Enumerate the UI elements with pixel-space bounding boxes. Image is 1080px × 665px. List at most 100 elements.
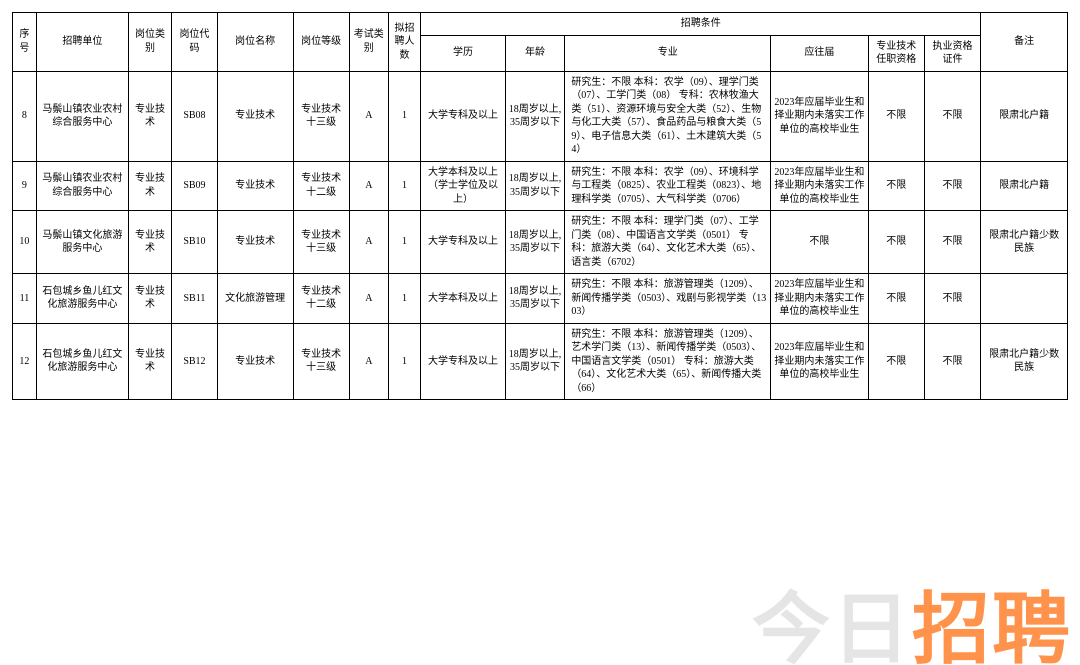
cell-num: 1 [388,211,420,274]
cell-num: 1 [388,161,420,211]
cell-tech: 不限 [868,71,924,161]
cell-note: 限肃北户籍少数民族 [981,211,1068,274]
cell-name: 专业技术 [217,211,293,274]
cell-cert: 不限 [924,323,980,400]
cell-edu: 大学专科及以上 [421,323,505,400]
cell-unit: 马鬃山镇农业农村综合服务中心 [36,161,128,211]
cell-level: 专业技术十三级 [293,211,349,274]
cell-fresh: 2023年应届毕业生和择业期内未落实工作单位的高校毕业生 [771,71,868,161]
col-unit: 招聘单位 [36,13,128,72]
cell-age: 18周岁以上,35周岁以下 [505,211,565,274]
cell-num: 1 [388,71,420,161]
cell-age: 18周岁以上,35周岁以下 [505,71,565,161]
col-age: 年龄 [505,35,565,71]
cell-age: 18周岁以上,35周岁以下 [505,274,565,324]
col-seq: 序号 [13,13,37,72]
cell-cert: 不限 [924,274,980,324]
table-body: 8马鬃山镇农业农村综合服务中心专业技术SB08专业技术专业技术十三级A1大学专科… [13,71,1068,400]
recruitment-table: 序号 招聘单位 岗位类别 岗位代码 岗位名称 岗位等级 考试类别 拟招聘人数 招… [12,12,1068,400]
cell-tech: 不限 [868,274,924,324]
cell-major: 研究生：不限 本科：理学门类（07）、工学门类（08）、中国语言文学类（0501… [565,211,771,274]
col-code: 岗位代码 [172,13,217,72]
cell-kind: 专业技术 [128,211,171,274]
table-header: 序号 招聘单位 岗位类别 岗位代码 岗位名称 岗位等级 考试类别 拟招聘人数 招… [13,13,1068,72]
col-edu: 学历 [421,35,505,71]
cell-age: 18周岁以上,35周岁以下 [505,161,565,211]
col-num: 拟招聘人数 [388,13,420,72]
watermark-text-b: 招聘 [912,585,1072,665]
cell-seq: 10 [13,211,37,274]
col-cert: 执业资格证件 [924,35,980,71]
cell-kind: 专业技术 [128,323,171,400]
col-exam: 考试类别 [349,13,388,72]
cell-fresh: 不限 [771,211,868,274]
cell-exam: A [349,211,388,274]
col-cond-group: 招聘条件 [421,13,981,36]
cell-major: 研究生：不限 本科：旅游管理类（1209）、新闻传播学类（0503）、戏剧与影视… [565,274,771,324]
cell-unit: 石包城乡鱼儿红文化旅游服务中心 [36,323,128,400]
cell-fresh: 2023年应届毕业生和择业期内未落实工作单位的高校毕业生 [771,161,868,211]
cell-edu: 大学本科及以上 [421,274,505,324]
table-row: 10马鬃山镇文化旅游服务中心专业技术SB10专业技术专业技术十三级A1大学专科及… [13,211,1068,274]
cell-seq: 11 [13,274,37,324]
cell-edu: 大学专科及以上 [421,211,505,274]
cell-exam: A [349,323,388,400]
cell-name: 专业技术 [217,161,293,211]
col-level: 岗位等级 [293,13,349,72]
cell-note: 限肃北户籍 [981,161,1068,211]
cell-seq: 12 [13,323,37,400]
cell-fresh: 2023年应届毕业生和择业期内未落实工作单位的高校毕业生 [771,274,868,324]
cell-code: SB11 [172,274,217,324]
cell-exam: A [349,71,388,161]
cell-seq: 8 [13,71,37,161]
col-name: 岗位名称 [217,13,293,72]
cell-seq: 9 [13,161,37,211]
cell-num: 1 [388,323,420,400]
cell-cert: 不限 [924,211,980,274]
cell-level: 专业技术十三级 [293,71,349,161]
cell-level: 专业技术十三级 [293,323,349,400]
cell-name: 专业技术 [217,323,293,400]
table-row: 12石包城乡鱼儿红文化旅游服务中心专业技术SB12专业技术专业技术十三级A1大学… [13,323,1068,400]
col-major: 专业 [565,35,771,71]
cell-level: 专业技术十二级 [293,161,349,211]
cell-exam: A [349,161,388,211]
cell-major: 研究生：不限 本科：旅游管理类（1209）、艺术学门类（13）、新闻传播学类（0… [565,323,771,400]
col-tech: 专业技术任职资格 [868,35,924,71]
cell-exam: A [349,274,388,324]
table-row: 8马鬃山镇农业农村综合服务中心专业技术SB08专业技术专业技术十三级A1大学专科… [13,71,1068,161]
cell-edu: 大学本科及以上（学士学位及以上） [421,161,505,211]
cell-tech: 不限 [868,211,924,274]
cell-kind: 专业技术 [128,161,171,211]
watermark: 今日招聘 [752,567,1072,665]
col-kind: 岗位类别 [128,13,171,72]
cell-note: 限肃北户籍 [981,71,1068,161]
cell-unit: 石包城乡鱼儿红文化旅游服务中心 [36,274,128,324]
cell-name: 文化旅游管理 [217,274,293,324]
cell-cert: 不限 [924,161,980,211]
cell-fresh: 2023年应届毕业生和择业期内未落实工作单位的高校毕业生 [771,323,868,400]
cell-kind: 专业技术 [128,71,171,161]
watermark-text-a: 今日 [752,585,912,665]
col-note: 备注 [981,13,1068,72]
cell-tech: 不限 [868,161,924,211]
cell-unit: 马鬃山镇农业农村综合服务中心 [36,71,128,161]
cell-code: SB09 [172,161,217,211]
cell-level: 专业技术十二级 [293,274,349,324]
cell-unit: 马鬃山镇文化旅游服务中心 [36,211,128,274]
cell-num: 1 [388,274,420,324]
cell-kind: 专业技术 [128,274,171,324]
cell-code: SB10 [172,211,217,274]
col-fresh: 应往届 [771,35,868,71]
cell-edu: 大学专科及以上 [421,71,505,161]
cell-code: SB12 [172,323,217,400]
cell-note [981,274,1068,324]
cell-major: 研究生：不限 本科：农学（09）、环境科学与工程类（0825）、农业工程类（08… [565,161,771,211]
cell-code: SB08 [172,71,217,161]
cell-major: 研究生：不限 本科：农学（09）、理学门类（07）、工学门类（08） 专科：农林… [565,71,771,161]
cell-cert: 不限 [924,71,980,161]
table-row: 11石包城乡鱼儿红文化旅游服务中心专业技术SB11文化旅游管理专业技术十二级A1… [13,274,1068,324]
cell-tech: 不限 [868,323,924,400]
cell-note: 限肃北户籍少数民族 [981,323,1068,400]
cell-age: 18周岁以上,35周岁以下 [505,323,565,400]
